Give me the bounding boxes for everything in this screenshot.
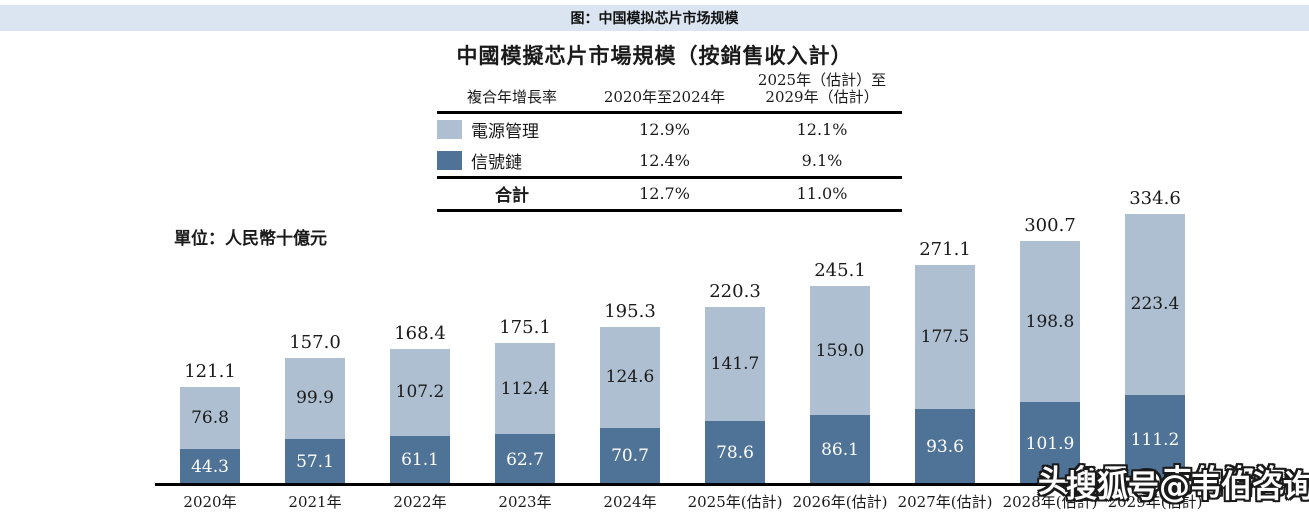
bar-total-value: 245.1 — [814, 260, 866, 282]
signal-chain-label: 信號鏈 — [471, 152, 522, 173]
bar-total-value: 271.1 — [919, 239, 971, 261]
signal-chain-legend-swatch — [437, 150, 462, 170]
power-management-legend-swatch — [437, 119, 462, 139]
bar-column-2021年: 157.0 99.9 57.1 — [285, 332, 345, 485]
power-management-segment: 159.0 — [810, 286, 870, 416]
bar-column-2028年(估計): 300.7 198.8 101.9 — [1020, 215, 1080, 485]
bar-total-value: 157.0 — [289, 331, 341, 353]
signal-chain-segment: 78.6 — [705, 421, 765, 485]
bar-column-2025年(估計): 220.3 141.7 78.6 — [705, 281, 765, 485]
table-rule-bottom — [437, 208, 902, 212]
power-management-cagr-2020-2024: 12.9% — [639, 119, 690, 139]
stacked-bar-chart: 121.1 76.8 44.3 157.0 99.9 57.1 168.4 107.2 61.1… — [180, 185, 1185, 485]
cagr-table: 複合年增長率 2020年至2024年 2025年（估計）至 2029年（估計） … — [437, 71, 902, 212]
bar-total-value: 220.3 — [709, 280, 761, 302]
x-axis-label-cell: 2021年 — [285, 491, 345, 512]
x-axis-label: 2025年(估計) — [687, 493, 783, 511]
total-label: 合計 — [495, 186, 529, 206]
figure-caption-banner: 图：中国模拟芯片市场规模 — [0, 5, 1309, 31]
bar-total-value: 300.7 — [1024, 215, 1076, 237]
bar-total-value: 121.1 — [184, 360, 236, 382]
signal-chain-cagr-2020-2024: 12.4% — [639, 150, 690, 170]
signal-chain-segment: 70.7 — [600, 427, 660, 485]
signal-chain-segment: 93.6 — [915, 409, 975, 485]
power-management-segment: 223.4 — [1125, 213, 1185, 395]
table-row-signal-chain: 信號鏈 12.4% 9.1% — [437, 145, 902, 176]
x-axis-labels: 2020年 2021年 2022年 2023年 2024年 2025年(估計) 2026年(… — [180, 491, 1203, 512]
signal-chain-segment: 61.1 — [390, 435, 450, 485]
bar-column-2023年: 175.1 112.4 62.7 — [495, 317, 555, 485]
x-axis-label-cell: 2025年(估計) — [688, 491, 783, 512]
x-axis-label: 2028年(估計) — [1002, 493, 1098, 511]
x-axis-label: 2024年 — [603, 493, 657, 511]
x-axis-label: 2029年(估計) — [1107, 493, 1203, 511]
power-management-label: 電源管理 — [471, 121, 539, 142]
x-axis-label-cell: 2020年 — [180, 491, 240, 512]
x-axis-label-cell: 2024年 — [600, 491, 660, 512]
bar-column-2026年(估計): 245.1 159.0 86.1 — [810, 260, 870, 485]
power-management-segment: 112.4 — [495, 343, 555, 435]
power-management-segment: 99.9 — [285, 357, 345, 439]
cagr-col2-header: 2020年至2024年 — [603, 88, 726, 107]
table-rule-middle — [437, 175, 902, 179]
power-management-segment: 141.7 — [705, 306, 765, 422]
x-axis-label: 2026年(估計) — [792, 493, 888, 511]
x-axis-label: 2023年 — [498, 493, 552, 511]
x-axis-label-cell: 2026年(估計) — [793, 491, 888, 512]
table-rule-top — [437, 110, 902, 114]
x-axis-label-cell: 2022年 — [390, 491, 450, 512]
table-row-total: 合計 12.7% 11.0% — [437, 179, 902, 209]
x-axis-line — [155, 483, 1295, 486]
signal-chain-cagr-2025-2029: 9.1% — [801, 150, 843, 170]
power-management-cagr-2025-2029: 12.1% — [796, 119, 848, 139]
power-management-segment: 124.6 — [600, 326, 660, 428]
signal-chain-segment: 86.1 — [810, 415, 870, 485]
unit-label: 單位：人民幣十億元 — [174, 229, 327, 249]
bar-total-value: 195.3 — [604, 300, 656, 322]
x-axis-label: 2021年 — [288, 493, 342, 511]
signal-chain-segment: 57.1 — [285, 438, 345, 485]
signal-chain-segment: 44.3 — [180, 449, 240, 485]
x-axis-label-cell: 2023年 — [495, 491, 555, 512]
bar-column-2022年: 168.4 107.2 61.1 — [390, 323, 450, 485]
x-axis-label-cell: 2029年(估計) — [1108, 491, 1203, 512]
x-axis-label-cell: 2028年(估計) — [1003, 491, 1098, 512]
table-row-power-management: 電源管理 12.9% 12.1% — [437, 114, 902, 145]
x-axis-label: 2020年 — [183, 493, 237, 511]
chart-title: 中國模擬芯片市場規模（按銷售收入計） — [456, 43, 853, 68]
signal-chain-segment: 62.7 — [495, 434, 555, 485]
signal-chain-segment: 101.9 — [1020, 402, 1080, 485]
bar-column-2029年(估計): 334.6 223.4 111.2 — [1125, 188, 1185, 485]
x-axis-label-cell: 2027年(估計) — [898, 491, 993, 512]
x-axis-label: 2022年 — [393, 493, 447, 511]
figure-caption: 图：中国模拟芯片市场规模 — [570, 11, 739, 27]
cagr-col3-header: 2025年（估計）至 2029年（估計） — [757, 71, 887, 107]
cagr-table-header: 複合年增長率 2020年至2024年 2025年（估計）至 2029年（估計） — [437, 71, 902, 111]
cagr-col1-header: 複合年增長率 — [466, 88, 557, 107]
x-axis-label: 2027年(估計) — [897, 493, 993, 511]
power-management-segment: 76.8 — [180, 386, 240, 450]
bar-column-2020年: 121.1 76.8 44.3 — [180, 361, 240, 485]
bar-total-value: 168.4 — [394, 322, 446, 344]
bar-column-2024年: 195.3 124.6 70.7 — [600, 301, 660, 485]
bar-total-value: 334.6 — [1129, 187, 1181, 209]
signal-chain-segment: 111.2 — [1125, 394, 1185, 485]
total-cagr-2020-2024: 12.7% — [639, 184, 690, 203]
bar-column-2027年(估計): 271.1 177.5 93.6 — [915, 239, 975, 485]
power-management-segment: 107.2 — [390, 348, 450, 436]
bar-total-value: 175.1 — [499, 317, 551, 339]
power-management-segment: 177.5 — [915, 265, 975, 410]
power-management-segment: 198.8 — [1020, 241, 1080, 403]
total-cagr-2025-2029: 11.0% — [796, 184, 848, 203]
